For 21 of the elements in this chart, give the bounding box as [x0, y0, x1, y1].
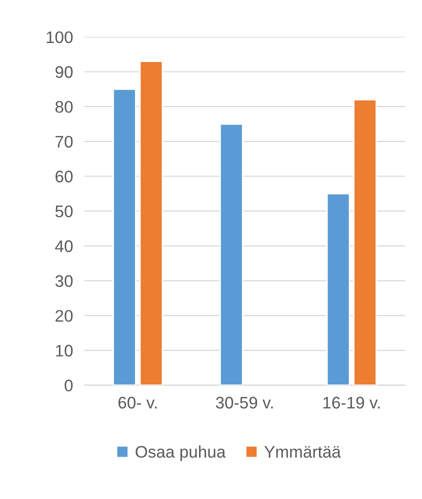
x-tick-label: 16-19 v. — [323, 396, 380, 409]
legend-label: Ymmärtää — [264, 446, 341, 458]
bar — [326, 192, 350, 386]
y-tick-label: 40 — [55, 240, 73, 252]
bar — [112, 88, 136, 386]
y-tick-label: 30 — [55, 275, 73, 287]
bar — [219, 123, 244, 386]
y-tick-label: 70 — [56, 136, 73, 148]
y-tick-label: 10 — [56, 344, 73, 357]
x-tick-label: 60- v. — [118, 396, 157, 409]
y-tick-label: 100 — [46, 31, 73, 44]
y-tick-label: 20 — [56, 310, 73, 322]
y-tick-label: 90 — [56, 66, 73, 78]
bar — [353, 98, 377, 386]
x-tick-label: 30-59 v. — [216, 396, 273, 409]
y-tick-label: 50 — [55, 205, 73, 218]
y-tick-label: 60 — [56, 170, 73, 182]
bar — [139, 60, 164, 386]
y-tick-label: 80 — [55, 100, 73, 113]
y-tick-label: 0 — [64, 380, 73, 392]
legend-label: Osaa puhua — [136, 446, 226, 462]
